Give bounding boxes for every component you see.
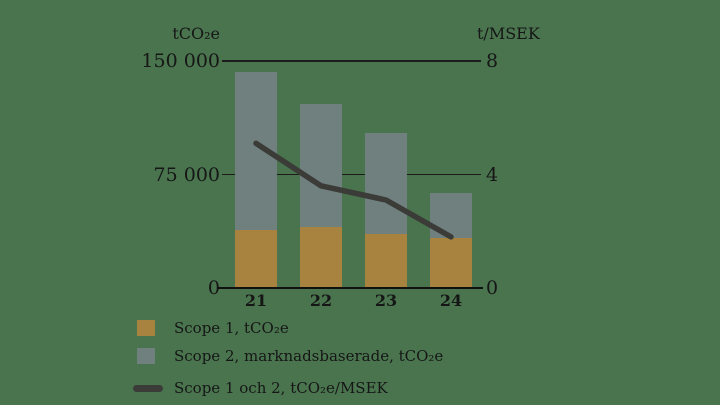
- bar-scope2-22: [300, 104, 342, 228]
- bar-scope1-23: [365, 234, 407, 288]
- y-axis-tick-left: 150 000: [141, 50, 220, 72]
- gridline: [222, 60, 481, 62]
- x-axis-tick-label: 23: [374, 291, 398, 310]
- legend-label: Scope 2, marknadsbaserade, tCO₂e: [174, 347, 444, 365]
- legend-item-scope1: Scope 1, tCO₂e: [137, 318, 289, 338]
- left-axis-title: tCO₂e: [172, 24, 220, 43]
- legend-label: Scope 1 och 2, tCO₂e/MSEK: [174, 379, 388, 397]
- legend-line-swatch: [133, 384, 163, 392]
- legend-label: Scope 1, tCO₂e: [174, 319, 289, 337]
- y-axis-tick-left: 75 000: [153, 163, 220, 186]
- y-axis-tick-right: 0: [486, 277, 499, 299]
- x-axis-tick-label: 22: [309, 291, 333, 310]
- bar-scope1-24: [430, 238, 472, 288]
- legend-square-swatch: [137, 320, 155, 336]
- legend-item-scope2: Scope 2, marknadsbaserade, tCO₂e: [137, 346, 443, 366]
- x-axis-tick-label: 21: [244, 291, 268, 310]
- bar-scope1-22: [300, 227, 342, 288]
- y-axis-tick-right: 4: [486, 163, 499, 186]
- legend-item-intensity-line: Scope 1 och 2, tCO₂e/MSEK: [133, 378, 388, 398]
- bar-scope1-21: [235, 230, 277, 288]
- x-axis-baseline: [218, 286, 483, 290]
- legend-square-swatch: [137, 348, 155, 364]
- right-axis-title: t/MSEK: [477, 24, 540, 43]
- bar-scope2-21: [235, 71, 277, 231]
- x-axis-tick-label: 24: [439, 291, 463, 310]
- y-axis-tick-right: 8: [486, 50, 499, 72]
- y-axis-tick-left: 0: [207, 277, 220, 299]
- bar-scope2-24: [430, 192, 472, 239]
- bar-scope2-23: [365, 132, 407, 235]
